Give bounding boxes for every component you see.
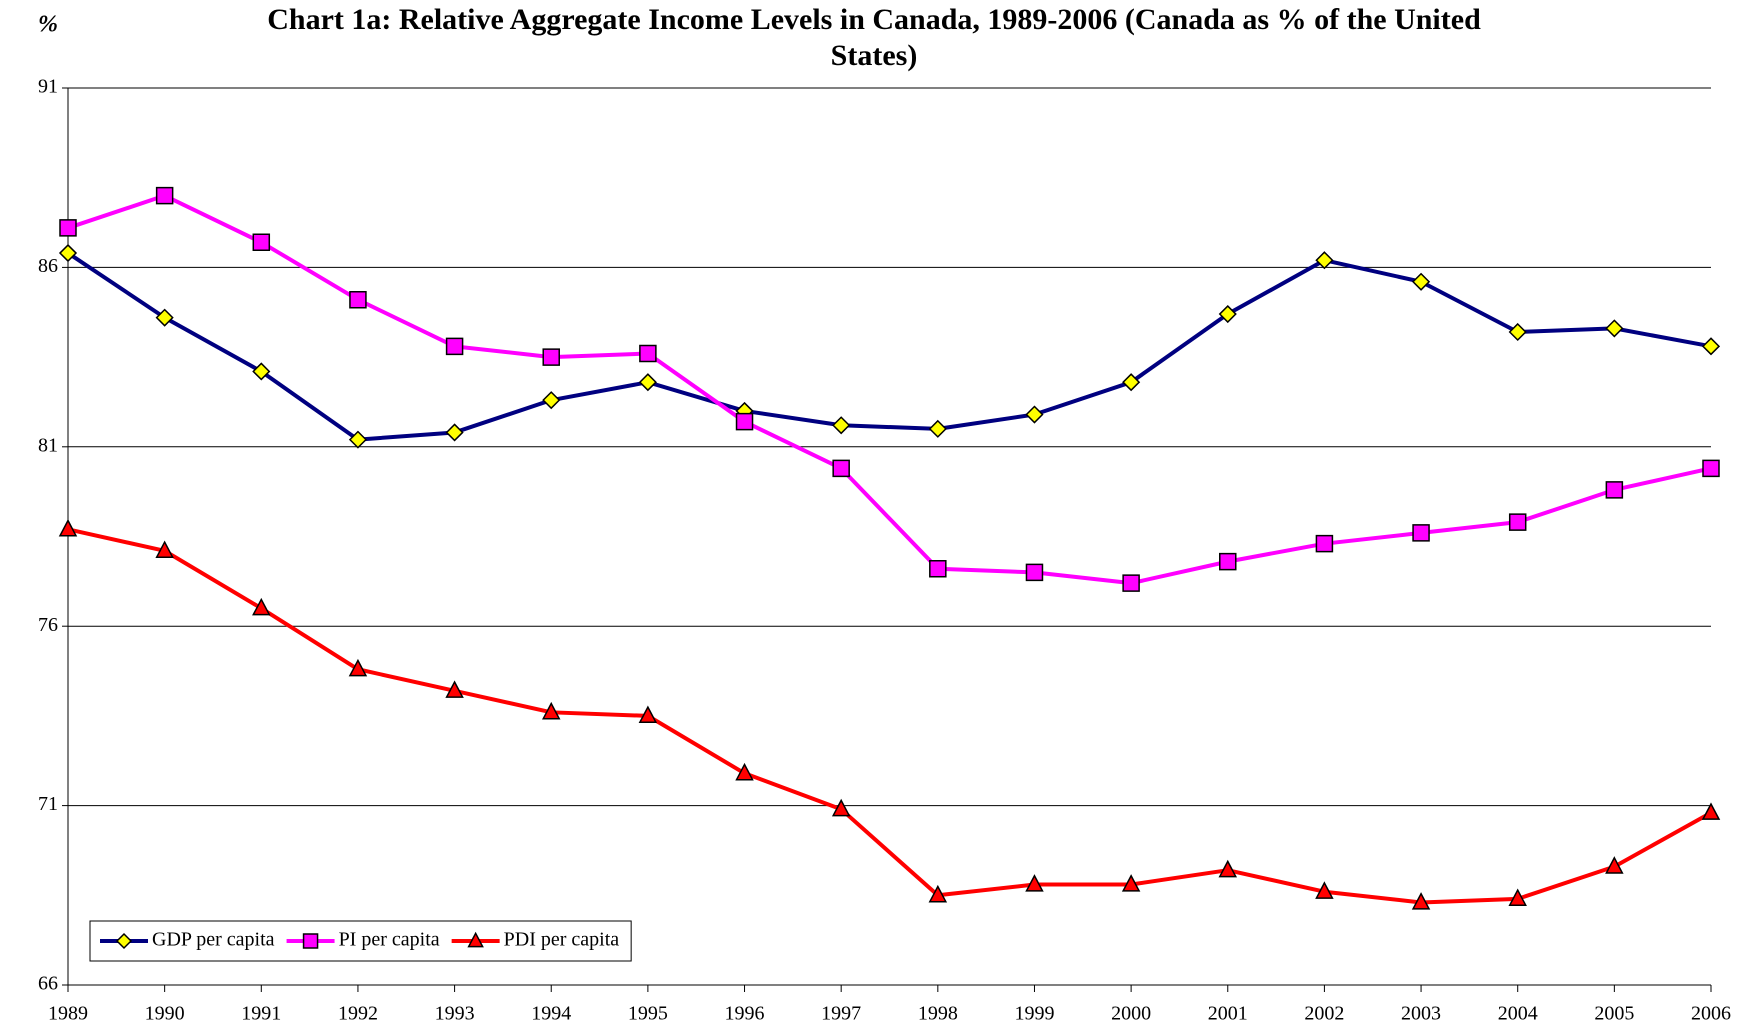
data-point	[1122, 373, 1141, 392]
data-point	[1025, 874, 1044, 892]
y-tick-label: 71	[38, 793, 58, 815]
data-point	[1218, 304, 1237, 324]
data-point	[58, 518, 78, 537]
data-point	[348, 430, 368, 449]
data-point	[1508, 322, 1527, 342]
y-tick-label: 91	[38, 76, 58, 98]
y-tick-label: 81	[38, 434, 58, 456]
legend-marker	[115, 932, 133, 950]
legend-label: PI per capita	[339, 929, 440, 951]
x-tick-label: 1989	[48, 1003, 88, 1025]
data-point	[348, 658, 368, 677]
legend-marker	[302, 933, 319, 949]
data-point	[1702, 459, 1720, 478]
data-point	[1508, 888, 1527, 907]
data-point	[155, 540, 174, 559]
legend-label: PDI per capita	[504, 929, 620, 951]
y-tick-label: 76	[38, 614, 58, 636]
x-tick-label: 1999	[1014, 1003, 1054, 1025]
data-point	[1025, 563, 1044, 582]
data-point	[1315, 251, 1334, 270]
x-tick-label: 2002	[1304, 1003, 1344, 1025]
legend-box	[89, 920, 632, 962]
data-point	[638, 705, 658, 724]
x-tick-label: 2006	[1691, 1003, 1731, 1025]
data-point	[639, 344, 657, 363]
data-point	[252, 233, 271, 252]
legend: GDP per capita PI per capita PDI per capit…	[89, 920, 632, 962]
data-point	[445, 337, 464, 356]
chart-title: Chart 1a: Relative Aggregate Income Leve…	[267, 3, 1481, 72]
x-tick-label: 1991	[241, 1003, 281, 1025]
legend-marker	[467, 931, 484, 948]
data-point	[1315, 534, 1334, 553]
data-point	[735, 762, 754, 781]
y-tick-label: 66	[38, 973, 58, 995]
data-point	[831, 798, 851, 817]
data-point	[59, 219, 77, 237]
series-line	[67, 527, 1712, 905]
x-tick-label: 1992	[338, 1003, 378, 1025]
x-tick-label: 2004	[1498, 1003, 1538, 1025]
data-point	[928, 884, 948, 903]
series-line	[67, 193, 1712, 586]
data-point	[1218, 859, 1238, 878]
x-tick-label: 2003	[1401, 1003, 1441, 1025]
data-point	[1508, 513, 1527, 531]
x-tick-label: 2000	[1111, 1003, 1151, 1025]
x-tick-label: 1994	[531, 1003, 571, 1025]
x-tick-label: 2001	[1208, 1003, 1248, 1025]
data-point	[1411, 272, 1431, 291]
data-point	[1701, 337, 1721, 356]
series-line	[66, 251, 1712, 442]
data-point	[542, 348, 560, 366]
y-axis-label: %	[38, 12, 58, 38]
data-point	[1701, 802, 1721, 820]
y-tick-label: 86	[38, 255, 58, 277]
data-point	[832, 459, 850, 478]
data-point	[1411, 892, 1431, 910]
data-point	[832, 416, 851, 435]
data-point	[1605, 856, 1624, 874]
data-point	[1605, 481, 1624, 499]
data-point	[1219, 552, 1237, 571]
x-tick-label: 1993	[435, 1003, 475, 1025]
x-tick-label: 1995	[628, 1003, 668, 1025]
data-point	[445, 423, 464, 442]
data-point	[445, 680, 464, 698]
data-point	[252, 362, 271, 381]
data-point	[155, 186, 174, 205]
data-point	[58, 243, 78, 263]
data-point	[1605, 319, 1624, 338]
data-point	[252, 597, 271, 616]
data-point	[542, 391, 561, 410]
legend-label: GDP per capita	[152, 929, 275, 951]
data-point	[1412, 524, 1430, 542]
x-tick-label: 2005	[1594, 1003, 1634, 1025]
data-point	[638, 373, 657, 392]
data-point	[929, 560, 947, 578]
x-tick-label: 1990	[145, 1003, 185, 1025]
x-tick-label: 1998	[918, 1003, 958, 1025]
data-point	[1121, 874, 1141, 892]
data-point	[1025, 405, 1044, 424]
x-tick-label: 1997	[821, 1003, 861, 1025]
data-point	[735, 412, 754, 431]
data-point	[349, 290, 367, 309]
data-point	[1122, 574, 1140, 592]
data-point	[1315, 881, 1334, 899]
data-point	[155, 308, 174, 327]
data-point	[928, 419, 947, 438]
data-point	[541, 701, 561, 720]
x-tick-label: 1996	[725, 1003, 765, 1025]
